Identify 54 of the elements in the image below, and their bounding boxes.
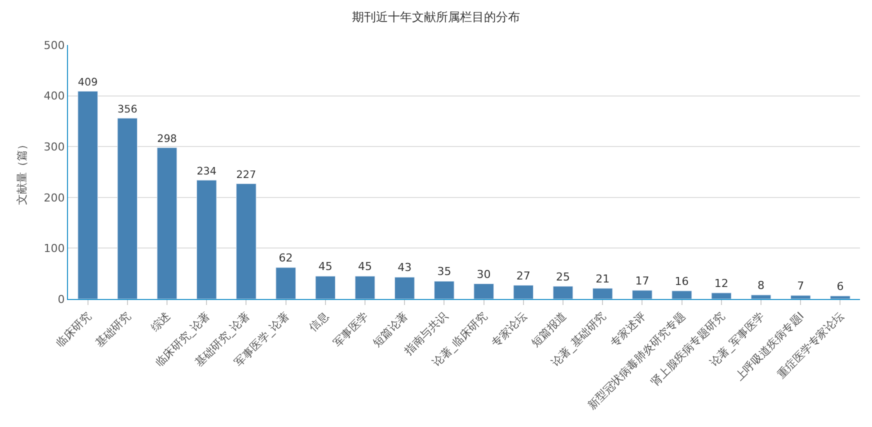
- bar: [711, 292, 732, 299]
- bar: [750, 294, 772, 299]
- bar: [672, 290, 692, 299]
- x-tick-label: 临床研究: [54, 310, 94, 350]
- x-tick-label: 信息: [306, 310, 332, 334]
- x-tick-label: 综述: [148, 310, 174, 334]
- bar: [790, 295, 811, 299]
- data-label: 227: [236, 168, 256, 181]
- bar: [236, 183, 256, 299]
- bar: [632, 290, 652, 299]
- data-label: 35: [437, 265, 452, 278]
- y-tick-label: 200: [44, 191, 65, 204]
- data-label: 8: [758, 278, 764, 292]
- bar: [196, 180, 217, 299]
- bar: [434, 280, 454, 299]
- data-label: 12: [714, 276, 728, 290]
- bar: [394, 276, 415, 299]
- data-label: 25: [556, 270, 570, 284]
- bar: [592, 288, 613, 299]
- data-label: 16: [674, 274, 689, 288]
- bar: [276, 267, 296, 299]
- bar: [552, 286, 574, 299]
- data-label: 62: [278, 252, 293, 264]
- y-tick-label: 100: [44, 242, 65, 256]
- data-label: 17: [635, 274, 650, 288]
- bar: [156, 147, 178, 299]
- data-label: 234: [196, 165, 217, 178]
- x-tick-label: 基础研究: [93, 310, 134, 350]
- x-tick-label: 专家论坛: [489, 310, 530, 350]
- bar: [78, 90, 98, 299]
- bar: [354, 276, 376, 299]
- data-label: 30: [476, 268, 491, 281]
- data-label: 21: [596, 272, 610, 286]
- bar: [474, 284, 494, 299]
- data-label: 45: [358, 260, 372, 274]
- y-tick-label: 400: [44, 90, 65, 103]
- data-label: 7: [797, 279, 804, 292]
- bar: [315, 276, 336, 299]
- y-axis-title: 文献量（篇）: [15, 139, 28, 205]
- y-tick-label: 0: [58, 292, 65, 306]
- chart-title: 期刊近十年文献所属栏目的分布: [352, 10, 520, 24]
- data-label: 6: [836, 280, 844, 293]
- bar: [117, 118, 138, 299]
- data-label: 298: [157, 132, 177, 145]
- data-label: 43: [398, 261, 412, 274]
- data-label: 45: [318, 260, 332, 274]
- x-tick-label: 军事医学: [330, 310, 372, 350]
- bar: [513, 285, 534, 299]
- data-label: 409: [78, 76, 98, 88]
- data-label: 27: [516, 269, 530, 282]
- y-tick-label: 300: [44, 140, 65, 154]
- bar: [830, 296, 850, 299]
- data-label: 356: [118, 103, 138, 116]
- y-tick-label: 500: [44, 38, 65, 52]
